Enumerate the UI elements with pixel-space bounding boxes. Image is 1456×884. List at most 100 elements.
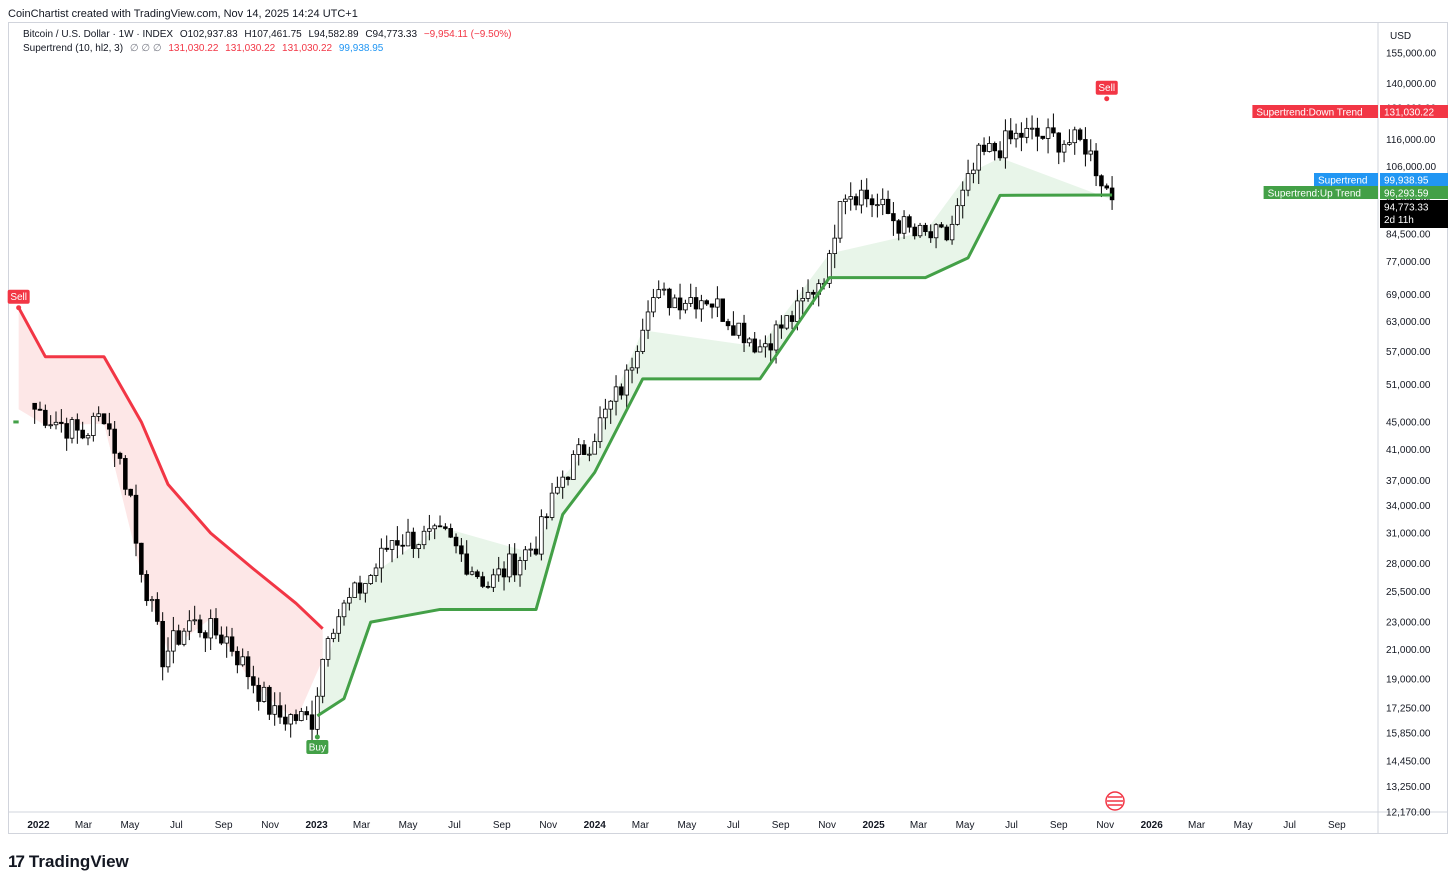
candle-body bbox=[875, 204, 880, 207]
candle-body bbox=[1088, 150, 1094, 155]
symbol-legend[interactable]: Bitcoin / U.S. Dollar · 1W · INDEX O102,… bbox=[23, 29, 515, 40]
candle-body bbox=[843, 198, 848, 203]
tradingview-branding[interactable]: 17 TradingView bbox=[8, 852, 129, 872]
candle-body bbox=[53, 421, 59, 426]
candle-body bbox=[336, 616, 341, 634]
candle-body bbox=[896, 220, 901, 234]
candle-body bbox=[485, 585, 491, 588]
candle-body bbox=[171, 630, 176, 652]
candle-body bbox=[501, 568, 507, 578]
candle-body bbox=[523, 549, 528, 561]
x-tick-label: Nov bbox=[539, 820, 557, 831]
candle-body bbox=[560, 476, 565, 488]
attribution: CoinChartist created with TradingView.co… bbox=[8, 8, 358, 20]
candle-body bbox=[1029, 127, 1035, 130]
price-scale-value-box bbox=[1380, 200, 1448, 228]
candle-body bbox=[144, 574, 149, 602]
y-tick-label: 17,250.00 bbox=[1386, 703, 1431, 714]
close-value: C94,773.33 bbox=[365, 29, 418, 40]
high-value: H107,461.75 bbox=[244, 29, 302, 40]
candle-body bbox=[443, 526, 448, 529]
y-tick-label: 41,000.00 bbox=[1386, 445, 1431, 456]
candle-body bbox=[128, 488, 133, 496]
candle-body bbox=[651, 297, 656, 313]
candle-body bbox=[315, 695, 320, 730]
x-tick-label: 2025 bbox=[862, 820, 885, 831]
candle-body bbox=[197, 619, 203, 634]
candle-body bbox=[187, 620, 192, 632]
candle-body bbox=[699, 300, 704, 310]
candle-body bbox=[427, 528, 432, 532]
candle-body bbox=[400, 544, 405, 547]
price-scale-name-box bbox=[1263, 186, 1378, 199]
indicator-legend[interactable]: Supertrend (10, hl2, 3) ∅ ∅ ∅ 131,030.22… bbox=[23, 43, 387, 54]
x-tick-label: Jul bbox=[1005, 820, 1018, 831]
candle-body bbox=[347, 597, 352, 604]
candle-body bbox=[309, 714, 315, 730]
x-tick-label: Mar bbox=[632, 820, 650, 831]
y-tick-label: 57,000.00 bbox=[1386, 347, 1431, 358]
candle-body bbox=[357, 582, 363, 594]
indicator-value-3: 131,030.22 bbox=[282, 43, 333, 54]
candle-body bbox=[1051, 127, 1056, 134]
candle-body bbox=[283, 716, 288, 725]
down-trend-fill bbox=[18, 307, 323, 721]
candle-body bbox=[341, 602, 347, 618]
y-tick-label: 51,000.00 bbox=[1386, 380, 1431, 391]
candle-body bbox=[944, 226, 949, 241]
candle-body bbox=[251, 676, 256, 686]
candle-body bbox=[688, 297, 693, 304]
chart-frame[interactable]: Bitcoin / U.S. Dollar · 1W · INDEX O102,… bbox=[8, 22, 1448, 834]
indicator-value-1: 131,030.22 bbox=[168, 43, 219, 54]
candle-body bbox=[80, 429, 85, 439]
candle-body bbox=[747, 338, 752, 344]
x-tick-label: Jul bbox=[170, 820, 183, 831]
y-tick-label: 19,000.00 bbox=[1386, 675, 1431, 686]
candle-body bbox=[656, 289, 661, 299]
candle-body bbox=[411, 531, 416, 549]
y-tick-label: 15,850.00 bbox=[1386, 729, 1431, 740]
y-tick-label: 155,000.00 bbox=[1386, 49, 1436, 60]
candle-body bbox=[37, 408, 43, 411]
candle-body bbox=[779, 324, 784, 329]
candle-body bbox=[459, 545, 464, 555]
low-value: L94,582.89 bbox=[308, 29, 359, 40]
candle-body bbox=[971, 169, 976, 175]
candle-body bbox=[480, 576, 485, 587]
candle-body bbox=[203, 632, 208, 639]
candle-body bbox=[805, 291, 811, 299]
candle-body bbox=[683, 302, 688, 311]
x-tick-label: Sep bbox=[1050, 820, 1068, 831]
candle-body bbox=[507, 553, 512, 578]
candle-body bbox=[539, 516, 544, 555]
sell-signal-dot bbox=[1104, 96, 1110, 102]
x-tick-label: 2026 bbox=[1141, 820, 1164, 831]
y-tick-label: 34,000.00 bbox=[1386, 501, 1431, 512]
candle-body bbox=[576, 444, 581, 455]
y-tick-label: 13,250.00 bbox=[1386, 782, 1431, 793]
candle-body bbox=[453, 536, 459, 547]
candle-body bbox=[1099, 175, 1104, 187]
open-value: O102,937.83 bbox=[179, 29, 238, 40]
y-tick-label: 116,000.00 bbox=[1386, 135, 1436, 146]
change-value: −9,954.11 (−9.50%) bbox=[423, 29, 512, 40]
candle-body bbox=[469, 571, 475, 575]
candle-body bbox=[859, 189, 864, 206]
x-tick-label: Nov bbox=[818, 820, 836, 831]
candle-body bbox=[555, 486, 560, 494]
candle-body bbox=[96, 413, 101, 417]
candle-body bbox=[1083, 139, 1088, 155]
supertrend-down-line bbox=[17, 306, 324, 630]
supertrend-up-line bbox=[316, 193, 1113, 718]
candle-body bbox=[272, 705, 277, 715]
sell-signal-badge bbox=[1095, 80, 1118, 95]
candle-body bbox=[603, 408, 608, 419]
candle-body bbox=[789, 315, 795, 322]
candle-body bbox=[123, 458, 128, 490]
candle-body bbox=[160, 620, 165, 668]
x-tick-label: Mar bbox=[910, 820, 928, 831]
indicator-value-2: 131,030.22 bbox=[225, 43, 276, 54]
x-tick-label: Nov bbox=[1096, 820, 1114, 831]
candle-body bbox=[997, 150, 1003, 159]
